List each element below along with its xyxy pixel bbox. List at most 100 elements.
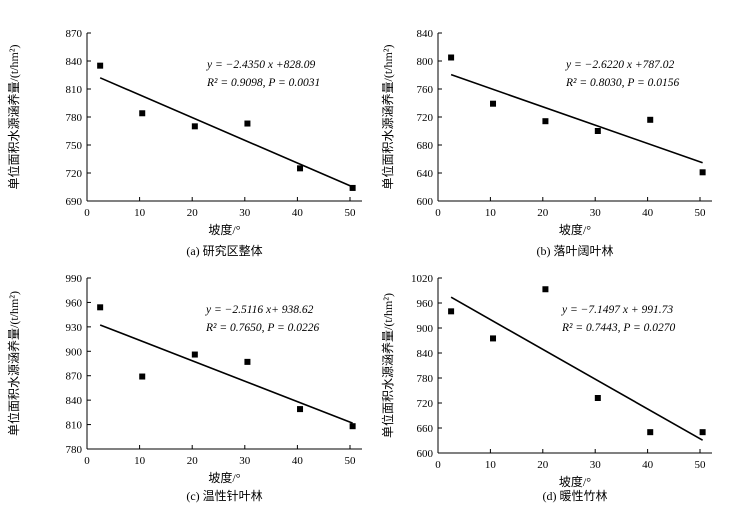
y-tick-label: 870: [66, 371, 83, 383]
x-tick-label: 30: [239, 207, 251, 219]
x-tick-label: 10: [134, 455, 146, 467]
data-point: [647, 429, 654, 436]
data-point: [139, 373, 146, 380]
panel-caption: (b) 落叶阔叶林: [537, 244, 614, 258]
y-tick-label: 990: [66, 273, 83, 285]
x-tick-label: 10: [485, 459, 497, 471]
x-tick-label: 0: [435, 207, 441, 219]
data-point: [97, 304, 104, 311]
y-tick-label: 660: [417, 423, 434, 435]
x-tick-label: 10: [134, 207, 146, 219]
data-point: [97, 62, 104, 69]
data-point: [699, 429, 706, 436]
x-tick-label: 20: [187, 455, 199, 467]
y-axis-label: 单位面积水源涵养量/(t/hm²): [380, 45, 395, 190]
data-point: [349, 184, 356, 191]
x-tick-label: 30: [239, 455, 251, 467]
y-tick-label: 690: [66, 196, 83, 208]
y-tick-label: 900: [417, 323, 434, 335]
regression-equation: y = −2.6220 x +787.02: [565, 59, 674, 71]
y-tick-label: 780: [66, 112, 83, 124]
x-tick-label: 50: [695, 207, 707, 219]
data-point: [542, 118, 549, 125]
y-tick-label: 930: [66, 322, 83, 334]
data-point: [448, 308, 455, 315]
y-tick-label: 960: [417, 298, 434, 310]
y-tick-label: 600: [417, 448, 434, 460]
trend-line: [450, 73, 703, 164]
data-point: [448, 54, 455, 61]
x-tick-label: 40: [642, 207, 654, 219]
data-point: [594, 128, 601, 134]
y-axis-label: 单位面积水源涵养量/(t/hm²): [6, 45, 21, 190]
y-tick-label: 960: [66, 297, 83, 309]
x-tick-label: 10: [485, 207, 497, 219]
y-tick-label: 840: [417, 348, 434, 360]
chart-panel-0: 690 720 750 780 810 840 870 0 10 20 30 40 50 y = −2.4…: [6, 28, 362, 258]
x-axis-label: 坡度/°: [559, 474, 591, 489]
y-tick-label: 600: [417, 196, 434, 208]
y-tick-label: 840: [66, 395, 83, 407]
data-point: [191, 123, 198, 130]
data-point: [542, 286, 549, 293]
regression-stats: R² = 0.7443, P = 0.0270: [561, 322, 676, 334]
x-tick-label: 40: [292, 207, 304, 219]
y-tick-label: 750: [66, 140, 83, 152]
chart-panel-2: 780 810 840 870 900 930 960 990 0 10 20 30 40 50 y = −…: [6, 273, 362, 503]
regression-stats: R² = 0.7650, P = 0.0226: [205, 322, 320, 334]
y-tick-label: 810: [66, 84, 83, 96]
panel-caption: (a) 研究区整体: [186, 243, 262, 258]
y-tick-label: 900: [66, 346, 83, 358]
x-tick-label: 30: [590, 459, 602, 471]
trend-line: [450, 296, 704, 441]
y-tick-label: 780: [66, 444, 83, 456]
y-tick-label: 840: [417, 28, 434, 40]
x-tick-label: 20: [537, 459, 549, 471]
x-axis-label: 坡度/°: [559, 222, 591, 237]
y-tick-label: 800: [417, 56, 434, 68]
data-point: [139, 110, 146, 117]
y-tick-label: 870: [66, 28, 83, 40]
data-point: [490, 335, 497, 342]
panel-caption: (d) 暖性竹林: [543, 489, 608, 503]
y-tick-label: 640: [417, 168, 434, 180]
trend-line: [99, 77, 353, 188]
y-axis-label: 单位面积水源涵养量/(t/hm²): [6, 291, 21, 436]
data-point: [191, 351, 198, 358]
x-tick-label: 0: [84, 207, 90, 219]
x-tick-label: 40: [642, 459, 654, 471]
x-tick-label: 30: [590, 207, 602, 219]
regression-equation: y = −2.5116 x+ 938.62: [205, 304, 314, 316]
regression-stats: R² = 0.9098, P = 0.0031: [206, 77, 320, 89]
y-tick-label: 720: [417, 398, 434, 410]
data-point: [699, 169, 706, 176]
data-point: [647, 116, 654, 123]
x-tick-label: 40: [292, 455, 304, 467]
regression-stats: R² = 0.8030, P = 0.0156: [565, 77, 680, 89]
x-tick-label: 20: [537, 207, 549, 219]
x-tick-label: 50: [345, 207, 357, 219]
y-axis-label: 单位面积水源涵养量/(t/hm²): [380, 293, 395, 438]
data-point: [297, 165, 304, 172]
y-tick-label: 840: [66, 56, 83, 68]
y-tick-label: 680: [417, 140, 434, 152]
panel-caption: (c) 温性针叶林: [186, 488, 262, 503]
data-point: [490, 100, 497, 107]
y-tick-label: 1020: [411, 273, 434, 285]
data-point: [244, 358, 251, 365]
x-axis-label: 坡度/°: [208, 222, 240, 237]
data-point: [297, 406, 304, 413]
y-tick-label: 810: [66, 420, 83, 432]
data-point: [244, 120, 251, 127]
trend-line: [99, 324, 353, 424]
x-tick-label: 0: [435, 459, 441, 471]
data-point: [594, 395, 601, 401]
regression-equation: y = −2.4350 x +828.09: [206, 59, 315, 71]
x-tick-label: 20: [187, 207, 199, 219]
data-point: [349, 423, 356, 430]
y-tick-label: 760: [417, 84, 434, 96]
x-tick-label: 50: [345, 455, 357, 467]
regression-equation: y = −7.1497 x + 991.73: [561, 304, 673, 316]
